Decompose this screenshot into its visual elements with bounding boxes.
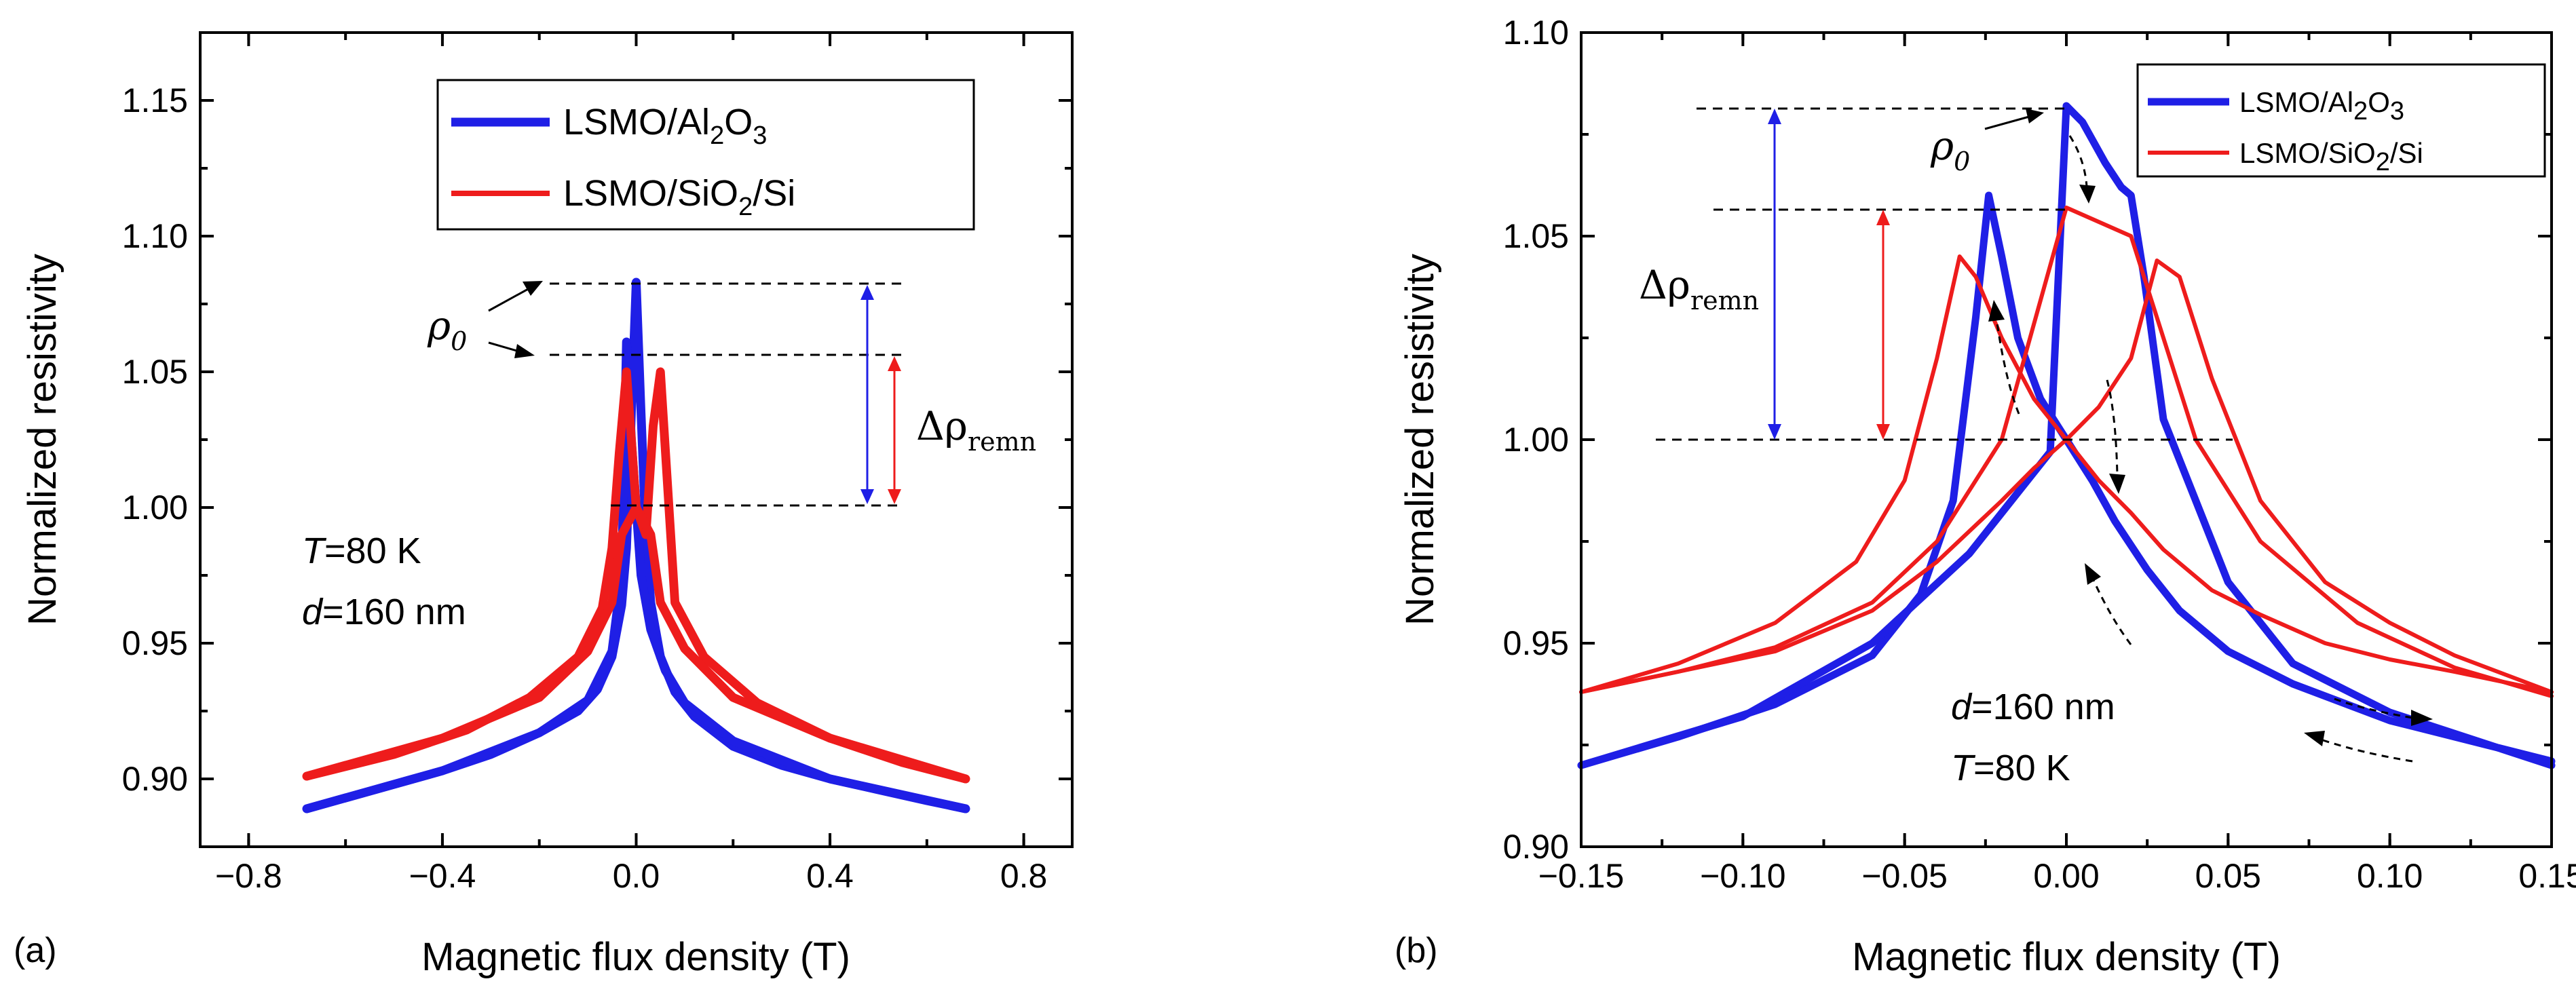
panel-a-ytick-label: 0.90: [122, 760, 188, 798]
panel-a-rho0-arrow-upper: [488, 287, 530, 312]
panel-b-delta-arrowhead-blue-bottom: [1768, 424, 1781, 440]
panel-b-delta-label: Δρremn: [1639, 262, 1759, 315]
panel-b-label: (b): [1395, 931, 1438, 970]
panel-b-sweep-arrowhead-4: [2085, 563, 2101, 585]
panel-b-series-0-segment-0: [1577, 191, 2556, 769]
panel-a-xtick-label: 0.0: [613, 857, 660, 895]
panel-a-ytick-label: 0.95: [122, 624, 188, 662]
panel-b-sweep-arrowhead-5: [2411, 710, 2433, 726]
panel-b-plot-frame: [1580, 31, 2553, 848]
panel-a-delta-arrowhead-red-bottom: [888, 489, 901, 504]
panel-b-xtick-label: 0.00: [2033, 857, 2099, 895]
panel-a-ytick-label: 1.15: [122, 81, 188, 119]
panel-b-rho0-arrowhead: [2026, 109, 2044, 123]
panel-b-ytick-label: 1.00: [1503, 421, 1569, 459]
panel-b-xtick-label: 0.15: [2518, 857, 2576, 895]
panel-b-legend-label-red: LSMO/SiO2/Si: [2239, 137, 2423, 176]
panel-a-delta-arrowhead-blue-top: [860, 285, 874, 300]
panel-b-ticks: −0.15 −0.10 −0.05 0.00 0.05 0.10 0.15 0.90 0.95 1…: [1503, 14, 2576, 895]
panel-b-ytick-label: 0.90: [1503, 828, 1569, 866]
panel-b-sweep-arrow-5: [2334, 697, 2413, 719]
panel-b-series-1-segment-1: [1579, 258, 2554, 694]
panel-b-sweep-arrow-2: [2106, 379, 2119, 476]
panel-b-ytick-label: 1.05: [1503, 217, 1569, 255]
panel-b-sweep-arrowhead-3: [1988, 300, 2005, 322]
panel-a-curves: [302, 277, 970, 813]
panel-b-xtick-label: −0.10: [1700, 857, 1786, 895]
panel-b-sweep-arrow-4: [2092, 579, 2132, 645]
panel-a-rho0-arrowhead-upper: [523, 281, 543, 296]
panel-b-delta-arrowhead-red-top: [1876, 210, 1890, 225]
panel-a-plot-frame: [199, 31, 1074, 848]
panel-a-ytick-label: 1.10: [122, 217, 188, 255]
panel-a-legend-label-blue: LSMO/Al2O3: [563, 102, 767, 150]
panel-b-rho0-label: ρ0: [1930, 123, 1970, 176]
panel-b-legend-label-blue: LSMO/Al2O3: [2239, 86, 2404, 126]
panel-a-series-1-segment-1: [302, 503, 970, 784]
panel-b-sweep-arrow-6: [2320, 738, 2413, 763]
panel-b-legend-box: [2136, 63, 2546, 178]
panel-a-delta-arrowhead-red-top: [888, 356, 901, 371]
panel-a-ticks: −0.8 −0.4 0.0 0.4 0.8 0.90 0.95 1.00 1.05 1.10 1.1…: [122, 31, 1072, 895]
panel-b-ytick-label: 1.10: [1503, 14, 1569, 52]
panel-a-xlabel: Magnetic flux density (T): [421, 935, 850, 979]
panel-b-sweep-arrowhead-6: [2304, 731, 2325, 746]
panel-b-xtick-label: 0.05: [2195, 857, 2261, 895]
panel-b-ylabel: Normalized resistivity: [1398, 254, 1442, 626]
panel-a-xtick-label: 0.8: [1000, 857, 1048, 895]
panel-a-rho0-arrowhead-lower: [514, 344, 535, 358]
panel-b-legend: LSMO/Al2O3 LSMO/SiO2/Si: [2136, 63, 2546, 178]
panel-b-xtick-label: 0.10: [2357, 857, 2423, 895]
panel-a-legend-box: [436, 79, 975, 231]
panel-a-ytick-label: 1.00: [122, 489, 188, 526]
panel-b-curves: [1577, 102, 2556, 769]
panel-b-rho0-arrow: [1984, 115, 2030, 130]
panel-a-label: (a): [14, 931, 57, 970]
panel-b-delta-arrowhead-red-bottom: [1876, 424, 1890, 440]
panel-b-xtick-label: −0.05: [1861, 857, 1948, 895]
panel-b-series-0-segment-1: [1577, 102, 2556, 769]
panel-a-thickness-annotation: d=160 nm: [302, 592, 466, 632]
panel-a-ytick-label: 1.05: [122, 353, 188, 391]
panel-b-sweep-arrow-1: [2068, 135, 2088, 187]
panel-b-sweep-arrowhead-2: [2109, 474, 2125, 494]
panel-a-xtick-label: 0.4: [806, 857, 854, 895]
panel-b-xtick-label: −0.15: [1538, 857, 1625, 895]
panel-b-sweep-arrowhead-1: [2079, 185, 2096, 204]
panel-a-rho0-label: ρ0: [427, 303, 467, 356]
panel-b-delta-arrowhead-blue-top: [1768, 109, 1781, 124]
panel-a-xtick-label: −0.8: [215, 857, 282, 895]
panel-b-sweep-arrow-3: [1995, 318, 2020, 415]
panel-b-ytick-label: 0.95: [1503, 624, 1569, 662]
panel-a-rho0-arrow-lower: [488, 341, 520, 353]
panel-b-temperature-annotation: T=80 K: [1951, 748, 2070, 788]
panel-a-legend: LSMO/Al2O3 LSMO/SiO2/Si: [436, 79, 975, 231]
panel-b: −0.15 −0.10 −0.05 0.00 0.05 0.10 0.15 0.90 0.95 1…: [1395, 14, 2576, 979]
panel-a: −0.8 −0.4 0.0 0.4 0.8 0.90 0.95 1.00 1.05 1.10 1.1…: [14, 31, 1074, 979]
panel-a-delta-arrowhead-blue-bottom: [860, 489, 874, 504]
panel-b-series-1-segment-2: [1579, 206, 2554, 698]
panel-b-series-1-segment-0: [1579, 254, 2554, 694]
panel-b-xlabel: Magnetic flux density (T): [1852, 935, 2281, 979]
panel-b-thickness-annotation: d=160 nm: [1951, 687, 2115, 727]
panel-a-delta-label: Δρremn: [916, 403, 1036, 457]
panel-a-ylabel: Normalized resistivity: [20, 254, 64, 626]
panel-a-xtick-label: −0.4: [409, 857, 476, 895]
panel-a-temperature-annotation: T=80 K: [302, 531, 421, 571]
panel-a-legend-label-red: LSMO/SiO2/Si: [563, 173, 795, 221]
